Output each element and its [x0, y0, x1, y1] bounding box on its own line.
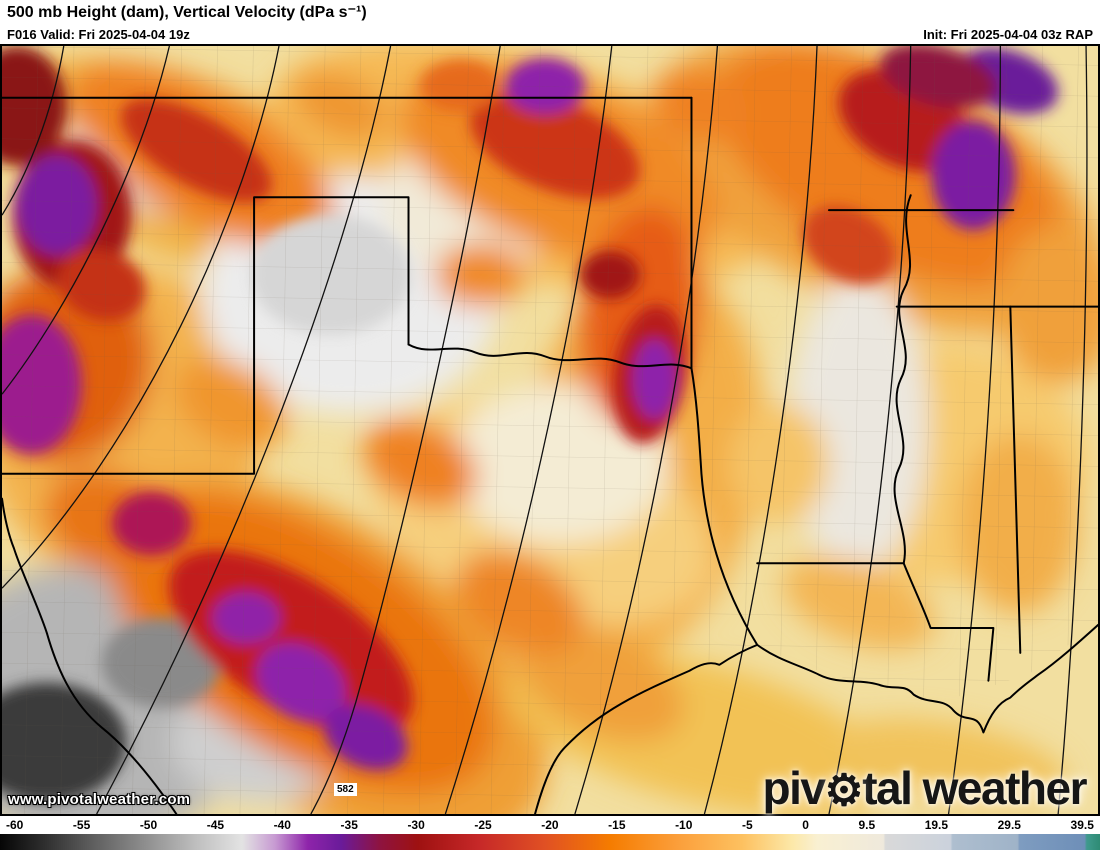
tick-label: 19.5 [924, 818, 949, 832]
tick-label: -15 [608, 818, 626, 832]
tick-label: 39.5 [1070, 818, 1094, 832]
tick-label: -60 [6, 818, 24, 832]
contour-label-582: 582 [334, 783, 357, 796]
tick-label: -45 [206, 818, 225, 832]
tick-label: -50 [139, 818, 158, 832]
logo-text-suffix: tal weather [862, 762, 1087, 815]
tick-label: -20 [541, 818, 559, 832]
colorbar-tick-labels: -60 -55 -50 -45 -40 -35 -30 -25 -20 -15 … [0, 816, 1100, 834]
tick-label: -40 [273, 818, 291, 832]
map-graphic [2, 46, 1098, 814]
tick-label: 29.5 [997, 818, 1021, 832]
pivotal-weather-logo: piv⚙tal weather [762, 762, 1088, 816]
time-bar: F016 Valid: Fri 2025-04-04 19z Init: Fri… [0, 24, 1100, 44]
logo-text-prefix: piv [762, 762, 826, 815]
height-contour-lines [2, 46, 1088, 814]
tick-label: 0 [802, 818, 809, 832]
map-canvas[interactable]: 582 www.pivotalweather.com piv⚙tal weath… [0, 44, 1100, 816]
valid-time-label: F016 Valid: Fri 2025-04-04 19z [7, 26, 190, 42]
tick-label: -10 [675, 818, 693, 832]
tick-label: -55 [72, 818, 91, 832]
county-grid [2, 46, 1098, 814]
map-title: 500 mb Height (dam), Vertical Velocity (… [7, 4, 367, 21]
tick-label: -35 [340, 818, 358, 832]
tick-label: -5 [741, 818, 753, 832]
watermark: www.pivotalweather.com [8, 791, 191, 808]
tick-label: -25 [474, 818, 492, 832]
tick-label: 9.5 [858, 818, 876, 832]
title-bar: 500 mb Height (dam), Vertical Velocity (… [0, 0, 1100, 24]
tick-label: -30 [407, 818, 425, 832]
gear-icon: ⚙ [824, 766, 864, 816]
colorbar-gradient [0, 834, 1100, 850]
init-time-label: Init: Fri 2025-04-04 03z RAP [923, 26, 1093, 42]
state-borders [2, 96, 1098, 814]
